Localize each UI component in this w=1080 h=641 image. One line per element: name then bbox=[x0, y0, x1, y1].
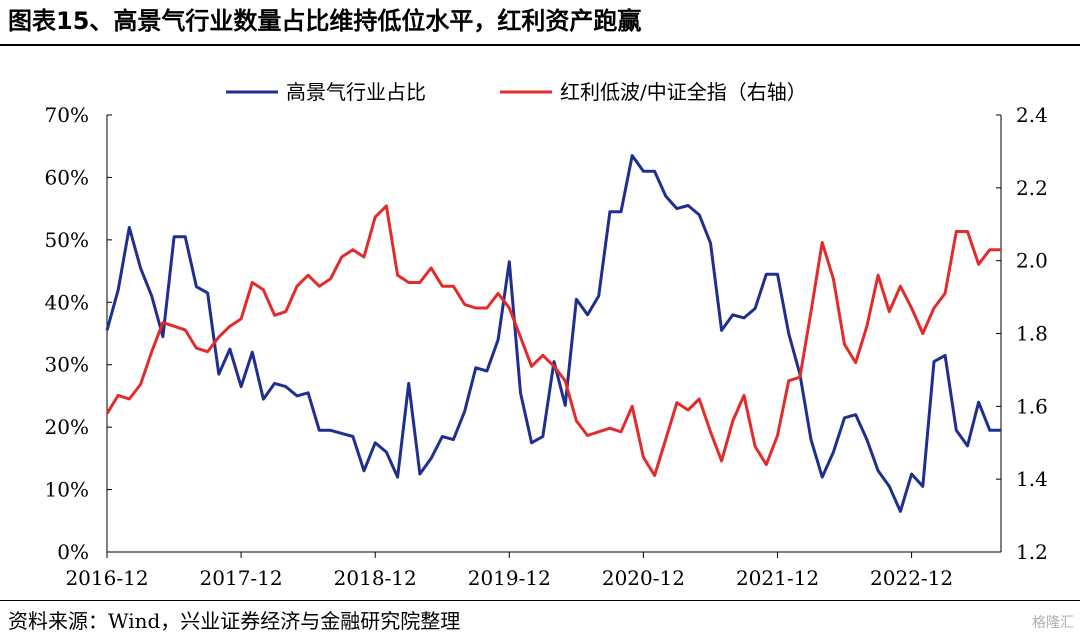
chart-title: 图表15、高景气行业数量占比维持低位水平，红利资产跑赢 bbox=[8, 7, 642, 35]
x-tick-label: 2018-12 bbox=[334, 566, 417, 590]
right-y-tick-label: 1.8 bbox=[1016, 322, 1048, 346]
x-tick-label: 2022-12 bbox=[870, 566, 953, 590]
source-note: 资料来源：Wind，兴业证券经济与金融研究院整理 bbox=[8, 609, 461, 633]
chart-axes: 0% 10% 20% 30% 40% 50% 60% 70% 1.2 1.4 1.6 1.8 2.0 2.… bbox=[45, 103, 1048, 590]
x-tick-label: 2021-12 bbox=[736, 566, 819, 590]
right-y-tick-label: 1.4 bbox=[1016, 467, 1048, 491]
x-tick-label: 2016-12 bbox=[65, 566, 148, 590]
series-layer bbox=[105, 154, 1001, 513]
left-y-tick-label: 0% bbox=[57, 540, 89, 564]
right-y-tick-label: 2.0 bbox=[1016, 249, 1048, 273]
x-tick-label: 2020-12 bbox=[602, 566, 685, 590]
left-y-tick-label: 20% bbox=[45, 415, 89, 439]
watermark-logo: 格隆汇 bbox=[1032, 615, 1074, 631]
legend-label-dividend-ratio: 红利低波/中证全指（右轴） bbox=[560, 80, 807, 104]
right-y-tick-label: 1.6 bbox=[1016, 394, 1048, 418]
right-y-tick-label: 2.4 bbox=[1016, 103, 1048, 127]
right-y-tick-label: 2.2 bbox=[1016, 176, 1048, 200]
legend: 高景气行业占比 红利低波/中证全指（右轴） bbox=[226, 80, 807, 104]
series-line-high-prosperity-share bbox=[105, 154, 1001, 513]
series-line-dividend-ratio bbox=[105, 204, 1001, 477]
right-y-tick-label: 1.2 bbox=[1016, 540, 1048, 564]
left-y-tick-label: 40% bbox=[45, 290, 89, 314]
line-chart: 高景气行业占比 红利低波/中证全指（右轴） 0% 10% 20% 30% 40% 50% 60… bbox=[45, 80, 1048, 590]
left-y-tick-label: 60% bbox=[45, 165, 89, 189]
title-divider bbox=[0, 44, 1080, 46]
left-y-tick-label: 50% bbox=[45, 228, 89, 252]
left-y-tick-label: 10% bbox=[45, 478, 89, 502]
x-tick-label: 2019-12 bbox=[468, 566, 551, 590]
left-y-tick-label: 70% bbox=[45, 103, 89, 127]
legend-label-high-prosperity-share: 高景气行业占比 bbox=[286, 80, 426, 104]
left-y-tick-label: 30% bbox=[45, 353, 89, 377]
source-divider bbox=[0, 600, 1080, 601]
x-tick-label: 2017-12 bbox=[200, 566, 283, 590]
